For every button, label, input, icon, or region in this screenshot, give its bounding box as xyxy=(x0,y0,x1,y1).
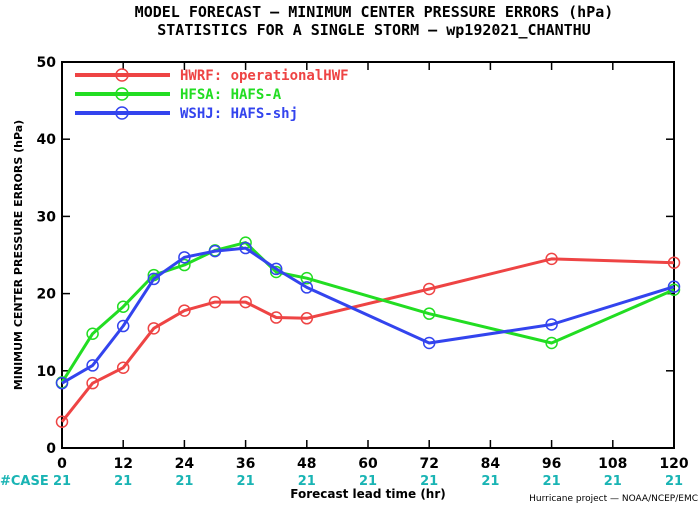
data-point xyxy=(178,258,191,272)
data-point xyxy=(116,319,130,333)
x-tick-label: 0 xyxy=(57,456,67,472)
case-count: 21 xyxy=(665,474,683,489)
y-axis-label: MINIMUM CENTER PRESSURE ERRORS (hPa) xyxy=(12,120,25,390)
data-point xyxy=(300,271,314,285)
y-axis-ticks: 0 10 20 30 40 50 xyxy=(37,55,674,457)
legend-marker xyxy=(115,106,129,120)
data-point xyxy=(86,327,99,340)
data-point xyxy=(422,336,436,350)
data-point xyxy=(116,300,130,313)
legend-label: HFSA: HAFS-A xyxy=(180,87,282,103)
case-count: 21 xyxy=(298,474,316,489)
data-point xyxy=(86,376,99,390)
y-tick-label: 20 xyxy=(37,287,57,303)
y-tick-label: 10 xyxy=(37,364,57,380)
legend-label: HWRF: operationalHWF xyxy=(180,68,349,84)
data-point xyxy=(269,311,283,324)
data-point xyxy=(178,251,191,264)
data-point xyxy=(55,415,69,429)
series-line xyxy=(61,246,675,385)
data-point xyxy=(208,295,222,309)
case-label: #CASE xyxy=(0,474,49,489)
data-point xyxy=(269,262,283,276)
case-count: 21 xyxy=(359,474,377,489)
legend-marker xyxy=(115,87,129,101)
x-axis-ticks: 0 12 24 36 48 60 72 84 96 108 120 xyxy=(57,62,689,472)
x-tick-label: 60 xyxy=(358,456,378,472)
data-point xyxy=(545,252,558,266)
case-count: 21 xyxy=(237,474,255,489)
case-count: 21 xyxy=(543,474,561,489)
x-tick-label: 24 xyxy=(175,456,195,472)
data-point xyxy=(147,322,161,335)
case-count: 21 xyxy=(481,474,499,489)
y-tick-label: 40 xyxy=(37,132,57,148)
data-point xyxy=(300,312,314,325)
x-tick-label: 12 xyxy=(113,456,132,472)
data-point xyxy=(545,336,558,350)
case-count: 21 xyxy=(420,474,438,489)
data-point xyxy=(147,272,161,286)
data-point xyxy=(239,241,252,255)
credit-text: Hurricane project — NOAA/NCEP/EMC xyxy=(529,494,698,504)
data-point xyxy=(86,359,99,372)
case-count: 21 xyxy=(175,474,193,489)
data-point xyxy=(116,361,130,374)
y-tick-label: 50 xyxy=(37,55,57,71)
data-point xyxy=(667,256,681,269)
case-count: 21 xyxy=(114,474,132,489)
data-point xyxy=(55,376,69,390)
data-point xyxy=(545,318,558,331)
x-tick-label: 96 xyxy=(542,456,561,472)
data-point xyxy=(422,282,436,296)
data-point xyxy=(208,244,222,258)
series-layer xyxy=(55,236,681,429)
legend-label: WSHJ: HAFS-shj xyxy=(180,106,298,122)
x-tick-label: 72 xyxy=(419,456,438,472)
case-count: 21 xyxy=(604,474,622,489)
y-tick-label: 0 xyxy=(46,441,56,457)
series-line xyxy=(60,257,675,423)
x-tick-label: 84 xyxy=(481,456,501,472)
legend: HWRF: operationalHWF HFSA: HAFS-A WSHJ: HA… xyxy=(75,68,349,122)
x-tick-label: 36 xyxy=(236,456,255,472)
x-tick-label: 48 xyxy=(297,456,316,472)
case-count-row: 21 21 21 21 21 21 21 21 21 21 21 xyxy=(53,474,683,489)
legend-marker xyxy=(115,68,129,82)
x-tick-label: 120 xyxy=(659,456,688,472)
data-point xyxy=(239,295,252,309)
series-1 xyxy=(55,252,681,429)
case-count: 21 xyxy=(53,474,71,489)
chart-title-line1: MODEL FORECAST — MINIMUM CENTER PRESSURE… xyxy=(135,3,614,21)
chart-title-line2: STATISTICS FOR A SINGLE STORM — wp192021… xyxy=(157,21,590,39)
data-point xyxy=(300,281,314,294)
series-line xyxy=(60,241,675,384)
data-point xyxy=(422,307,436,320)
y-tick-label: 30 xyxy=(37,209,57,225)
x-tick-label: 108 xyxy=(598,456,627,472)
data-point xyxy=(178,304,191,317)
series-3 xyxy=(55,241,681,390)
data-point xyxy=(667,280,681,293)
plot-frame xyxy=(61,61,675,449)
x-axis-label: Forecast lead time (hr) xyxy=(290,487,446,501)
